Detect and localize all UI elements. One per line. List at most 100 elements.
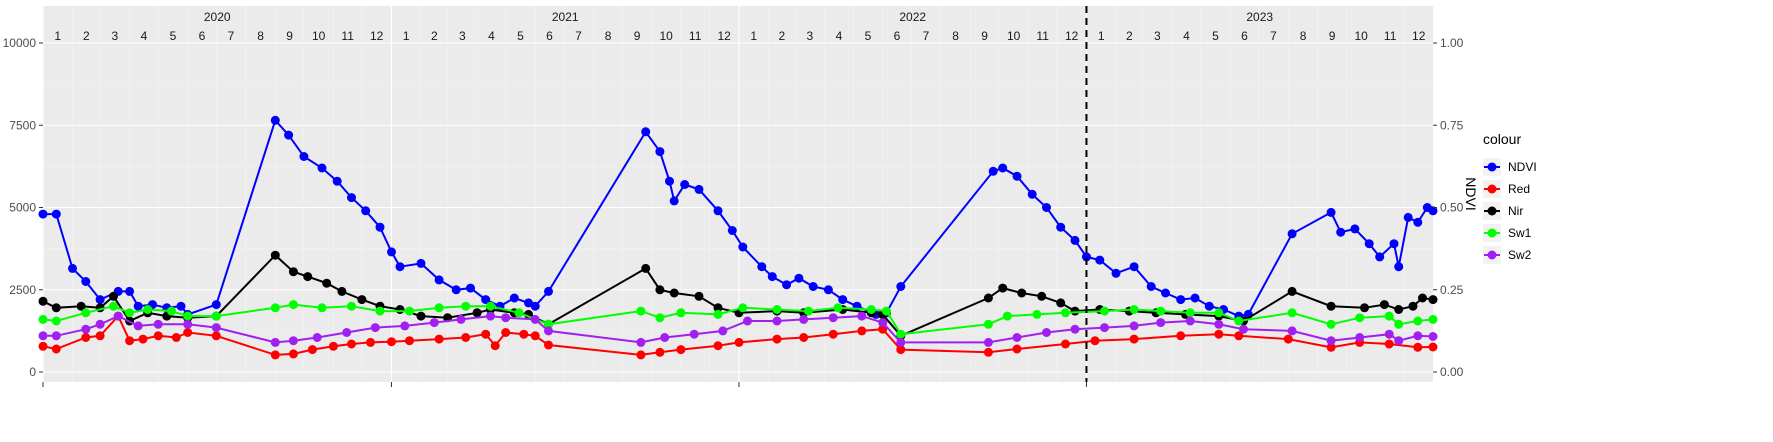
month-label: 11 bbox=[1036, 29, 1049, 43]
month-label: 9 bbox=[1329, 29, 1336, 43]
legend-label: Sw2 bbox=[1508, 248, 1532, 262]
data-point-ndvi bbox=[1326, 207, 1336, 217]
data-point-sw2 bbox=[1355, 333, 1365, 342]
data-point-sw2 bbox=[689, 329, 699, 339]
data-point-red bbox=[1384, 339, 1394, 349]
data-point-red bbox=[713, 341, 723, 351]
data-point-sw1 bbox=[1156, 306, 1166, 316]
data-point-sw1 bbox=[1355, 313, 1365, 323]
data-point-ndvi bbox=[782, 280, 792, 290]
data-point-red bbox=[81, 333, 91, 342]
data-point-ndvi bbox=[1161, 288, 1170, 298]
data-point-ndvi bbox=[665, 176, 674, 186]
data-point-sw2 bbox=[1413, 331, 1423, 341]
series-sw1 bbox=[38, 300, 1438, 339]
data-point-nir bbox=[713, 303, 723, 313]
data-point-red bbox=[983, 347, 993, 357]
data-point-ndvi bbox=[133, 301, 143, 311]
data-point-sw1 bbox=[1413, 316, 1423, 326]
data-point-sw1 bbox=[738, 303, 748, 313]
data-point-red bbox=[1326, 342, 1336, 352]
data-point-red bbox=[51, 344, 61, 354]
data-point-ndvi bbox=[176, 301, 186, 311]
data-point-sw1 bbox=[833, 303, 843, 313]
data-point-sw2 bbox=[133, 321, 143, 331]
month-label: 5 bbox=[865, 29, 872, 43]
data-point-ndvi bbox=[1364, 239, 1374, 249]
data-point-red bbox=[636, 350, 646, 360]
month-label: 8 bbox=[257, 29, 264, 43]
data-point-sw1 bbox=[125, 308, 135, 318]
month-label: 8 bbox=[952, 29, 959, 43]
data-point-ndvi bbox=[1394, 262, 1404, 272]
data-point-sw2 bbox=[1129, 321, 1139, 331]
month-label: 10 bbox=[312, 29, 326, 43]
legend-key-point bbox=[1487, 206, 1497, 216]
data-point-sw1 bbox=[461, 301, 471, 311]
legend-label: Red bbox=[1508, 182, 1530, 196]
data-point-sw2 bbox=[1394, 336, 1404, 346]
data-point-red bbox=[125, 336, 135, 346]
month-label: 4 bbox=[1183, 29, 1190, 43]
data-point-red bbox=[38, 341, 48, 351]
data-point-nir bbox=[472, 308, 482, 318]
data-point-red bbox=[328, 341, 338, 351]
data-point-sw1 bbox=[1061, 308, 1070, 318]
month-label: 11 bbox=[689, 29, 702, 43]
data-point-ndvi bbox=[481, 295, 491, 305]
data-point-ndvi bbox=[1056, 222, 1066, 232]
data-point-ndvi bbox=[81, 277, 91, 286]
data-point-ndvi bbox=[451, 285, 461, 295]
data-point-red bbox=[878, 324, 888, 334]
legend-key-point bbox=[1487, 162, 1497, 172]
data-point-sw2 bbox=[718, 326, 728, 336]
data-point-sw2 bbox=[501, 313, 511, 323]
data-point-ndvi bbox=[270, 115, 280, 125]
data-point-ndvi bbox=[125, 286, 135, 296]
data-point-red bbox=[857, 326, 867, 336]
month-label: 5 bbox=[517, 29, 524, 43]
data-point-nir bbox=[655, 285, 665, 295]
data-point-red bbox=[530, 331, 540, 341]
month-label: 7 bbox=[1270, 29, 1277, 43]
month-label: 6 bbox=[1241, 29, 1248, 43]
data-point-ndvi bbox=[395, 262, 405, 272]
data-point-red bbox=[481, 329, 491, 339]
data-point-sw2 bbox=[878, 318, 888, 328]
data-point-ndvi bbox=[347, 193, 356, 203]
data-point-red bbox=[1413, 342, 1423, 352]
data-point-sw2 bbox=[743, 316, 752, 326]
data-point-red bbox=[1012, 344, 1022, 354]
series-line-red bbox=[42, 314, 1434, 356]
data-point-ndvi bbox=[95, 295, 105, 305]
data-point-sw1 bbox=[51, 316, 61, 326]
data-point-sw2 bbox=[1070, 324, 1080, 334]
data-point-sw1 bbox=[81, 308, 91, 318]
data-point-sw1 bbox=[983, 319, 993, 329]
data-point-sw2 bbox=[51, 331, 61, 341]
data-point-ndvi bbox=[998, 163, 1008, 173]
data-point-sw2 bbox=[183, 319, 193, 329]
month-label: 10 bbox=[659, 29, 673, 43]
data-point-sw1 bbox=[1287, 308, 1297, 318]
data-point-sw1 bbox=[882, 306, 891, 316]
data-point-sw2 bbox=[636, 337, 646, 347]
y-right-tick-label: 1.00 bbox=[1440, 36, 1464, 50]
data-point-sw1 bbox=[143, 305, 153, 314]
data-point-nir bbox=[322, 278, 332, 288]
month-label: 11 bbox=[341, 29, 354, 43]
data-point-sw2 bbox=[983, 337, 993, 347]
data-point-ndvi bbox=[211, 300, 221, 310]
data-point-sw2 bbox=[828, 313, 838, 323]
grid-lines bbox=[42, 6, 1433, 382]
data-point-ndvi bbox=[332, 176, 342, 186]
month-label: 1 bbox=[54, 29, 61, 43]
data-point-sw2 bbox=[429, 318, 439, 328]
month-label: 1 bbox=[750, 29, 757, 43]
legend-key-point bbox=[1487, 250, 1497, 260]
data-point-sw1 bbox=[183, 311, 193, 321]
data-point-ndvi bbox=[317, 163, 327, 173]
data-point-sw1 bbox=[1326, 319, 1336, 329]
month-label: 8 bbox=[1300, 29, 1307, 43]
data-point-nir bbox=[1394, 305, 1404, 314]
